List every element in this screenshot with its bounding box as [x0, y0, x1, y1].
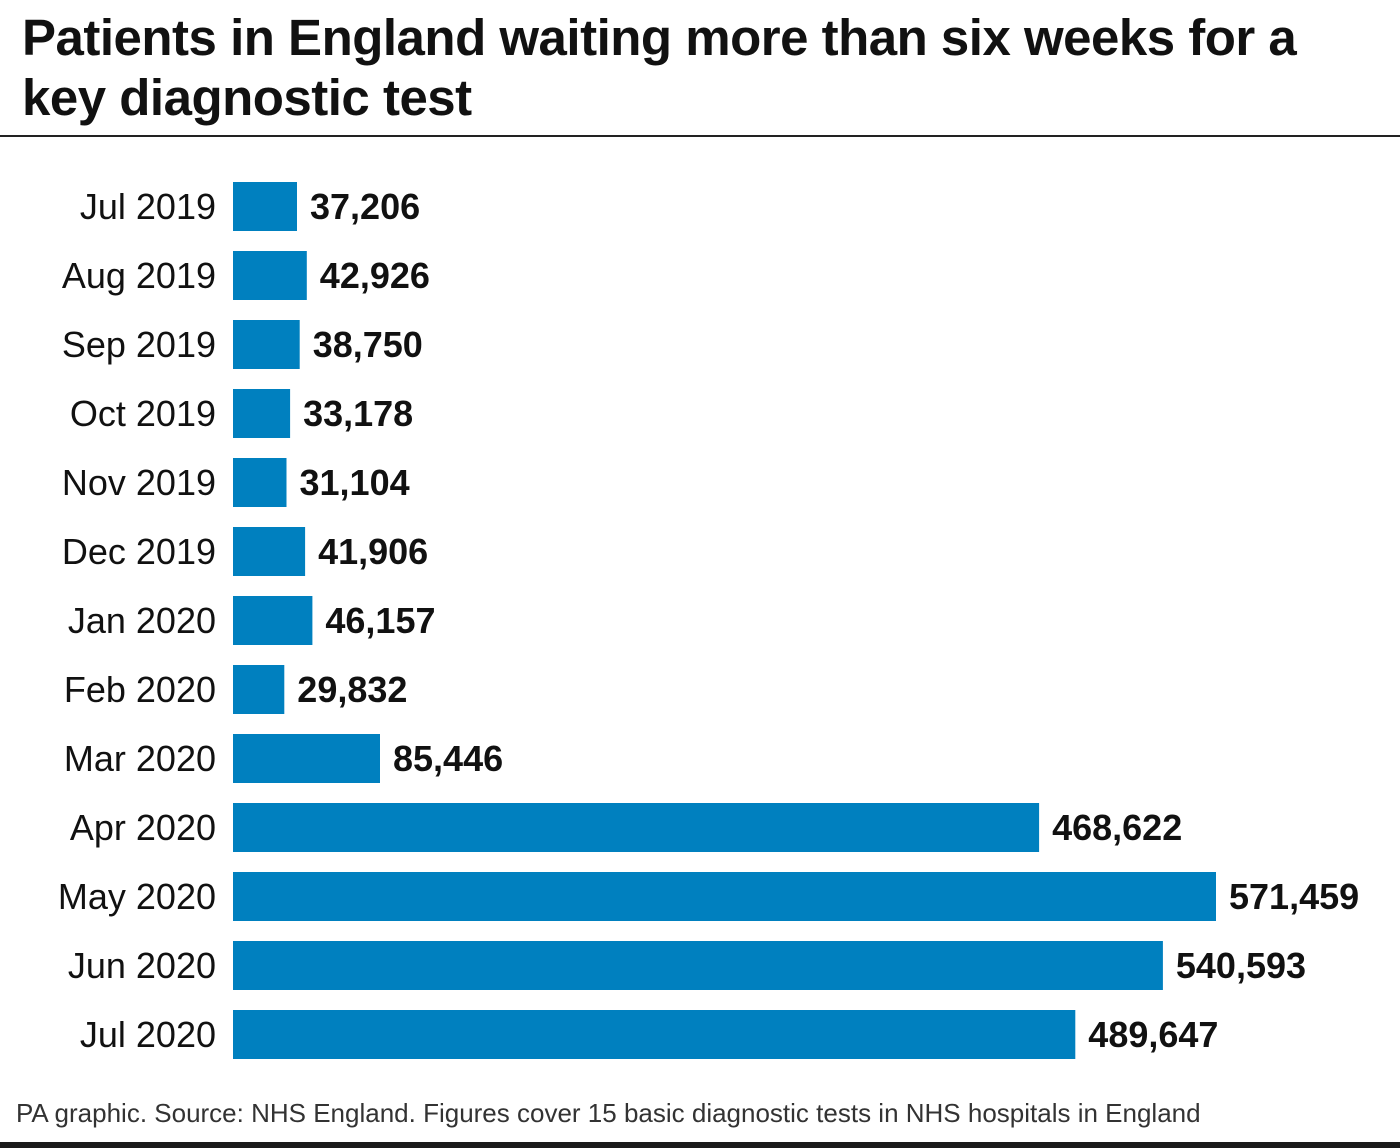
bottom-rule	[0, 1142, 1400, 1148]
category-label: Dec 2019	[62, 531, 216, 572]
bar	[233, 665, 285, 714]
value-label: 31,104	[300, 462, 410, 503]
category-label: Jul 2020	[80, 1014, 216, 1055]
title-divider	[0, 135, 1400, 137]
bar	[233, 596, 313, 645]
category-label: Oct 2019	[70, 393, 216, 434]
category-label: Jan 2020	[68, 600, 216, 641]
category-label: Nov 2019	[62, 462, 216, 503]
category-label: Jun 2020	[68, 945, 216, 986]
value-label: 540,593	[1176, 945, 1306, 986]
category-label: Mar 2020	[64, 738, 216, 779]
value-label: 29,832	[297, 669, 407, 710]
chart-title: Patients in England waiting more than si…	[22, 9, 1297, 126]
category-label: Sep 2019	[62, 324, 216, 365]
source-note: PA graphic. Source: NHS England. Figures…	[16, 1098, 1201, 1128]
bar	[233, 458, 287, 507]
bar	[233, 941, 1163, 990]
bar-chart: Jul 2019 37,206 Aug 2019 42,926 Sep 2019 38,7…	[58, 182, 1359, 1059]
bar	[233, 803, 1040, 852]
value-label: 41,906	[318, 531, 428, 572]
bar	[233, 389, 291, 438]
bar	[233, 734, 380, 783]
category-label: May 2020	[58, 876, 216, 917]
bar	[233, 1010, 1076, 1059]
value-label: 571,459	[1229, 876, 1359, 917]
bar	[233, 527, 306, 576]
bar	[233, 251, 307, 300]
value-label: 489,647	[1088, 1014, 1218, 1055]
value-label: 85,446	[393, 738, 503, 779]
value-label: 42,926	[320, 255, 430, 296]
value-label: 38,750	[313, 324, 423, 365]
value-label: 46,157	[325, 600, 435, 641]
value-label: 37,206	[310, 186, 420, 227]
category-label: Apr 2020	[70, 807, 216, 848]
bar	[233, 320, 300, 369]
value-label: 33,178	[303, 393, 413, 434]
bar	[233, 182, 297, 231]
value-label: 468,622	[1052, 807, 1182, 848]
category-label: Jul 2019	[80, 186, 216, 227]
bar	[233, 872, 1216, 921]
category-label: Aug 2019	[62, 255, 216, 296]
category-label: Feb 2020	[64, 669, 216, 710]
